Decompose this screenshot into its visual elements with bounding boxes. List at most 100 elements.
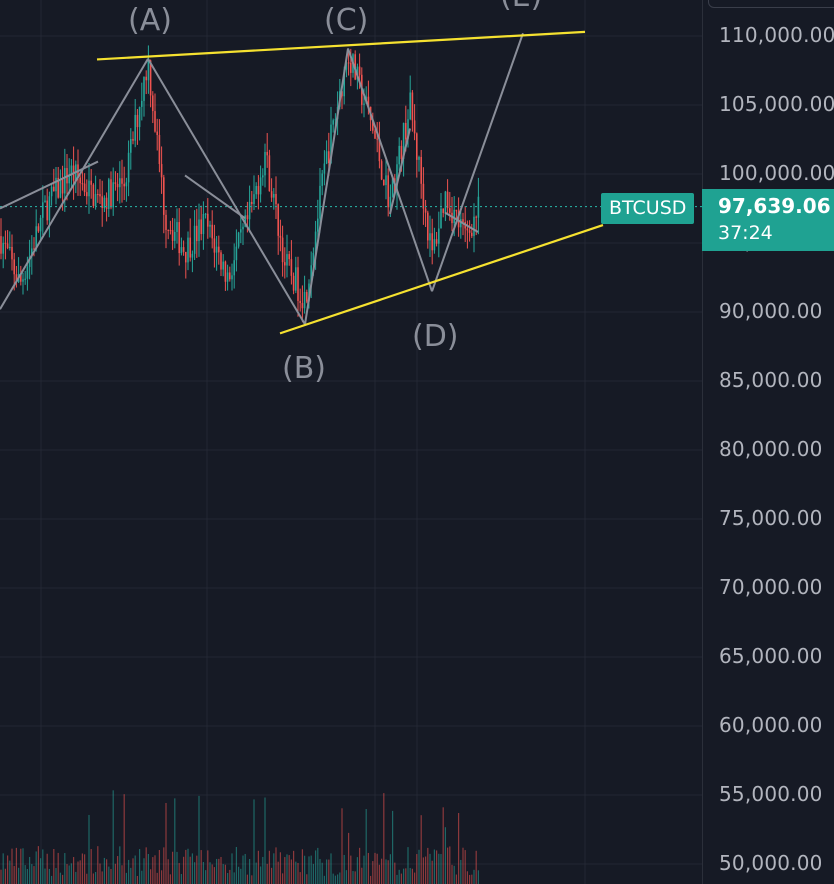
candle-body	[453, 209, 455, 224]
candle-body	[11, 246, 13, 260]
volume-bar	[288, 855, 290, 884]
volume-bar	[13, 866, 15, 884]
volume-bar	[255, 862, 257, 884]
price-tick-label: 60,000.00	[719, 713, 823, 737]
candle-body	[279, 235, 282, 238]
volume-bar	[354, 871, 356, 884]
candle-body	[39, 217, 42, 232]
volume-bar	[293, 850, 295, 884]
wave-segment	[0, 160, 99, 210]
candle-body	[193, 225, 196, 254]
candle-body	[317, 218, 319, 232]
candle-body	[284, 262, 286, 266]
volume-bar	[59, 872, 61, 884]
volume-bar	[416, 854, 418, 884]
volume-bar	[438, 853, 440, 884]
volume-bar	[323, 875, 325, 884]
candle-body	[334, 119, 337, 121]
volume-bar	[310, 855, 312, 884]
volume-bar	[268, 850, 270, 884]
wave-label-b: (B)	[282, 351, 326, 386]
candle-body	[50, 186, 53, 197]
wave-segment	[431, 32, 524, 292]
candle-body	[123, 183, 125, 187]
volume-bar	[350, 855, 352, 884]
candle-body	[306, 291, 308, 302]
volume-bar	[145, 847, 147, 884]
volume-bar	[110, 868, 112, 884]
axis-handle[interactable]	[708, 0, 834, 8]
volume-bar	[471, 874, 473, 884]
volume-bar	[24, 865, 26, 884]
volume-bar	[66, 864, 68, 884]
volume-bar	[251, 875, 253, 884]
wave-path	[0, 32, 524, 325]
price-axis[interactable]: 110,000.00105,000.00100,000.0095,000.009…	[702, 0, 834, 884]
candle-body	[182, 247, 185, 252]
wave-labels: (A) (B) (C) (D) (E)	[128, 0, 542, 386]
volume-bar	[436, 850, 438, 884]
volume-bar	[242, 855, 244, 884]
lower-trendline	[279, 224, 604, 335]
candle-body	[103, 197, 106, 208]
volume-bar	[253, 799, 255, 884]
wave-segment	[444, 211, 479, 233]
volume-bar	[425, 856, 427, 884]
candle-body	[378, 139, 381, 162]
candle-body	[171, 230, 174, 241]
candle-body	[37, 226, 40, 232]
volume-bar	[7, 855, 9, 884]
wave-label-c: (C)	[324, 3, 368, 38]
candle-body	[396, 164, 398, 194]
volume-bar	[75, 871, 77, 884]
candle-body	[398, 145, 400, 165]
candle-body	[44, 200, 46, 203]
candle-body	[402, 122, 405, 159]
volume-bar	[46, 853, 48, 884]
candle-body	[46, 200, 48, 221]
volume-bar	[123, 794, 125, 884]
candle-body	[407, 119, 409, 140]
candle-body	[380, 161, 383, 180]
volume-bar	[341, 808, 343, 884]
candle-body	[81, 183, 84, 185]
volume-bar	[183, 856, 185, 884]
price-tick-label: 65,000.00	[719, 644, 823, 668]
volume-bar	[106, 859, 108, 884]
volume-bar	[81, 853, 83, 884]
volume-bar	[279, 852, 281, 884]
volume-bar	[97, 846, 99, 884]
candle-body	[97, 193, 99, 195]
candle-body	[141, 100, 143, 107]
volume-bar	[143, 858, 145, 884]
volume-bar	[35, 851, 37, 884]
volume-bar	[398, 869, 400, 884]
price-tick-label: 70,000.00	[719, 575, 823, 599]
candle-body	[433, 239, 436, 251]
candle-body	[457, 211, 460, 228]
wave-segment	[304, 48, 349, 325]
candle-body	[237, 232, 240, 247]
volume-bar	[473, 869, 475, 884]
volume-bar	[317, 847, 319, 884]
volume-bar	[442, 807, 444, 884]
volume-bar	[198, 795, 200, 884]
volume-bar	[427, 847, 429, 884]
volume-bar	[211, 864, 213, 884]
upper-trendline	[96, 30, 586, 61]
volume-bar	[407, 847, 409, 884]
candle-body	[83, 183, 86, 193]
volume-bar	[90, 849, 92, 884]
candle-body	[134, 114, 136, 141]
volume-bar	[422, 857, 424, 884]
volume-bar	[389, 854, 391, 884]
candle-body	[240, 229, 242, 233]
candle-body	[94, 193, 97, 206]
volume-bar	[150, 869, 152, 884]
volume-bar	[227, 873, 229, 884]
candle-body	[473, 216, 475, 237]
volume-bar	[370, 875, 372, 884]
volume-bar	[103, 857, 105, 884]
volume-bar	[249, 858, 251, 884]
